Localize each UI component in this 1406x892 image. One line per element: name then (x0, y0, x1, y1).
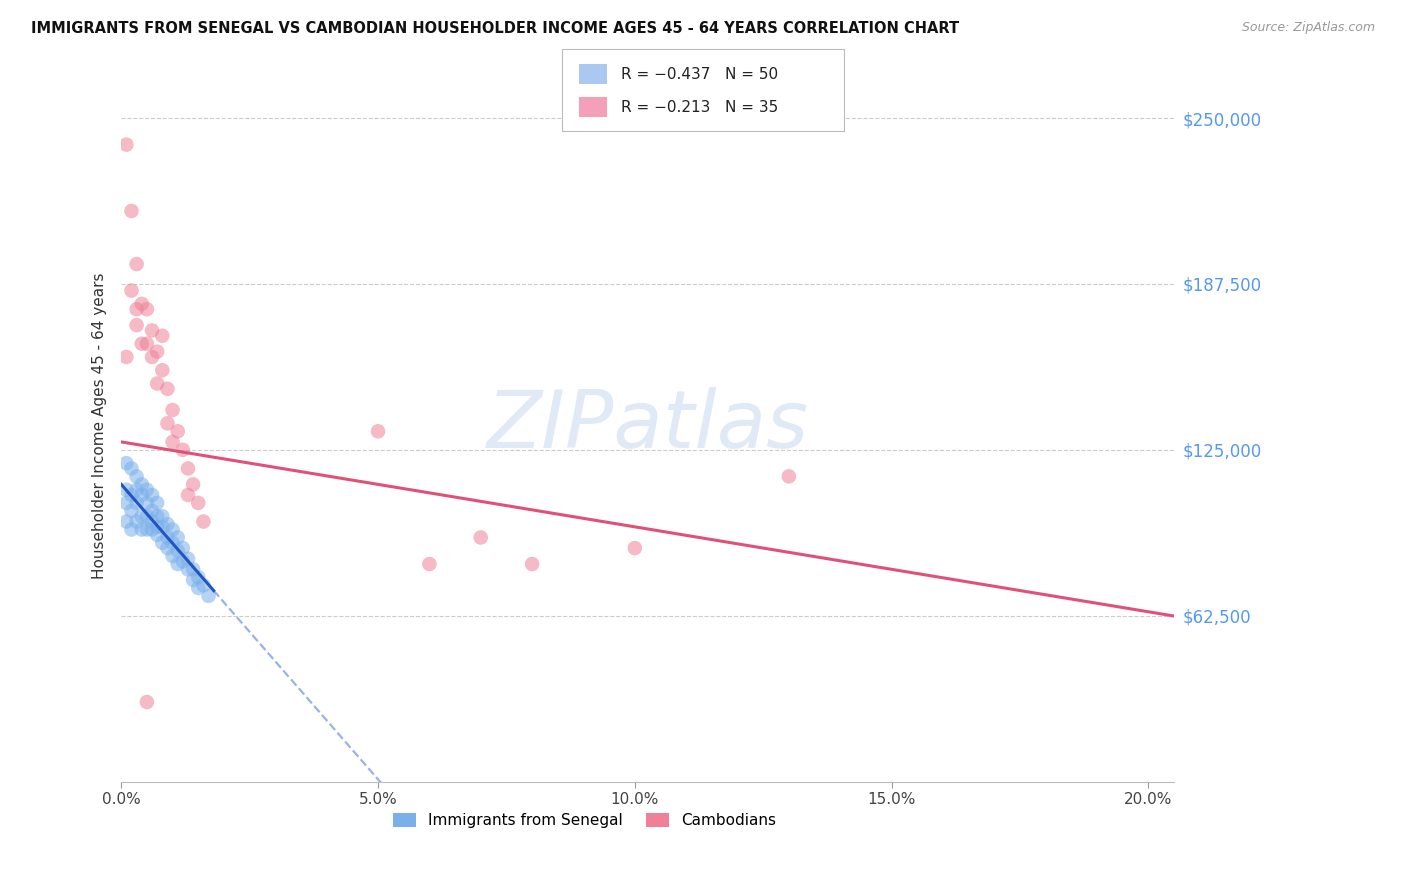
Point (150, 363, 173, 377)
Text: Source: ZipAtlas.com: Source: ZipAtlas.com (1241, 21, 1375, 34)
Point (172, 554, 194, 568)
Point (146, 496, 169, 510)
Point (146, 376, 169, 391)
Text: ZIPatlas: ZIPatlas (486, 387, 808, 465)
Point (150, 520, 173, 534)
Point (193, 515, 215, 529)
Point (135, 523, 157, 537)
Point (125, 318, 148, 332)
Point (166, 557, 188, 571)
Point (115, 515, 138, 529)
Point (115, 483, 138, 497)
Point (146, 344, 169, 359)
Point (187, 581, 209, 595)
Y-axis label: Householder Income Ages 45 - 64 years: Householder Income Ages 45 - 64 years (93, 273, 107, 579)
Point (187, 570, 209, 584)
Point (146, 528, 169, 542)
Point (181, 573, 204, 587)
Point (135, 483, 157, 497)
Point (172, 442, 194, 457)
Point (156, 541, 179, 555)
Point (150, 328, 173, 343)
Point (115, 496, 138, 510)
Point (135, 496, 157, 510)
Point (156, 517, 179, 532)
Point (177, 562, 200, 576)
Point (131, 336, 153, 351)
Point (131, 488, 153, 502)
Point (131, 297, 153, 311)
Point (166, 531, 188, 545)
Text: R = −0.437   N = 50: R = −0.437 N = 50 (621, 67, 779, 81)
Point (177, 488, 200, 502)
Point (121, 488, 143, 502)
Point (121, 284, 143, 298)
Point (135, 302, 157, 317)
Point (131, 509, 153, 524)
Point (156, 382, 179, 396)
Point (141, 523, 163, 537)
Point (778, 469, 800, 483)
Point (162, 403, 184, 417)
Point (623, 541, 645, 555)
Point (125, 257, 148, 271)
Point (470, 531, 492, 545)
Point (156, 417, 179, 431)
Point (115, 456, 138, 470)
Point (418, 557, 440, 571)
Point (125, 302, 148, 317)
Point (141, 323, 163, 337)
Point (121, 504, 143, 518)
Point (367, 425, 389, 439)
Point (166, 543, 188, 558)
Point (166, 425, 188, 439)
Point (141, 350, 163, 364)
Point (141, 504, 163, 518)
Point (125, 469, 148, 483)
Point (177, 461, 200, 475)
Point (150, 535, 173, 549)
Point (131, 523, 153, 537)
Legend: Immigrants from Senegal, Cambodians: Immigrants from Senegal, Cambodians (387, 807, 782, 835)
Point (121, 461, 143, 475)
Point (150, 509, 173, 524)
Point (131, 477, 153, 491)
Point (162, 434, 184, 449)
Point (156, 531, 179, 545)
Point (162, 535, 184, 549)
Point (146, 509, 169, 524)
Point (115, 350, 138, 364)
Point (141, 488, 163, 502)
Point (162, 523, 184, 537)
Point (181, 477, 204, 491)
Point (121, 523, 143, 537)
Point (115, 137, 138, 152)
Point (135, 336, 157, 351)
Point (146, 520, 169, 534)
Point (121, 204, 143, 219)
Point (520, 557, 543, 571)
Point (177, 551, 200, 566)
Point (135, 695, 157, 709)
Point (181, 562, 204, 576)
Point (141, 515, 163, 529)
Text: IMMIGRANTS FROM SENEGAL VS CAMBODIAN HOUSEHOLDER INCOME AGES 45 - 64 YEARS CORRE: IMMIGRANTS FROM SENEGAL VS CAMBODIAN HOU… (31, 21, 959, 36)
Point (125, 515, 148, 529)
Point (162, 549, 184, 563)
Point (125, 483, 148, 497)
Point (172, 541, 194, 555)
Point (135, 509, 157, 524)
Point (197, 589, 219, 603)
Point (125, 496, 148, 510)
Point (187, 496, 209, 510)
Text: R = −0.213   N = 35: R = −0.213 N = 35 (621, 100, 779, 114)
Point (193, 578, 215, 592)
